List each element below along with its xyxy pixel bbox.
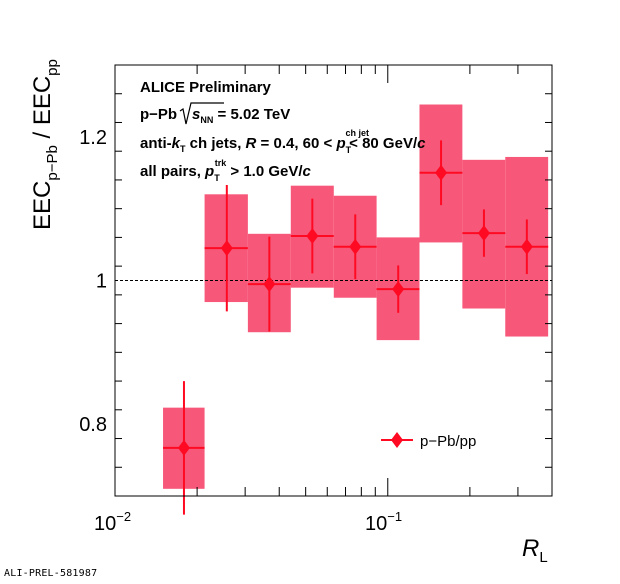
sqrt-sign	[179, 102, 224, 125]
y-tick-label: 1	[96, 271, 107, 293]
plot-frame	[114, 64, 553, 497]
preliminary-id-watermark: ALI-PREL-581987	[4, 568, 98, 579]
data-point-3	[306, 227, 319, 244]
annotation-collaboration: ALICE Preliminary	[140, 79, 272, 96]
y-tick-labels: 0.8 1 1.2	[79, 127, 107, 436]
x-tick-label-1e-2: 10−2	[94, 509, 131, 535]
axis-ticks	[114, 64, 553, 497]
svg-text:p−Pb: p−Pb	[140, 106, 177, 123]
annotation-jet-selection: anti-kT ch jets, R = 0.4, 60 < pTch jet …	[140, 128, 426, 155]
x-axis-label: RL	[522, 535, 548, 566]
data-point-2	[263, 276, 276, 293]
data-point-5	[392, 281, 405, 298]
y-tick-label: 0.8	[79, 414, 107, 436]
data-markers	[163, 140, 549, 515]
annotation-pair-selection: all pairs, pTtrk > 1.0 GeV/c	[140, 158, 312, 183]
data-point-6	[435, 164, 448, 181]
data-point-4	[349, 238, 362, 255]
data-point-7	[477, 225, 490, 242]
legend-marker-diamond	[391, 432, 403, 448]
y-tick-label: 1.2	[79, 127, 107, 149]
y-axis-label: EECp−Pb / EECpp	[29, 59, 61, 230]
data-point-0	[177, 439, 190, 456]
svg-text:sNN = 5.02 TeV: sNN = 5.02 TeV	[192, 106, 290, 125]
legend-label: p−Pb/pp	[420, 433, 476, 450]
legend: p−Pb/pp	[381, 432, 476, 450]
data-point-8	[520, 238, 533, 255]
data-point-1	[220, 240, 233, 257]
annotation-system-energy: p−Pb sNN = 5.02 TeV	[140, 102, 290, 125]
x-tick-label-1e-1: 10−1	[365, 509, 402, 535]
